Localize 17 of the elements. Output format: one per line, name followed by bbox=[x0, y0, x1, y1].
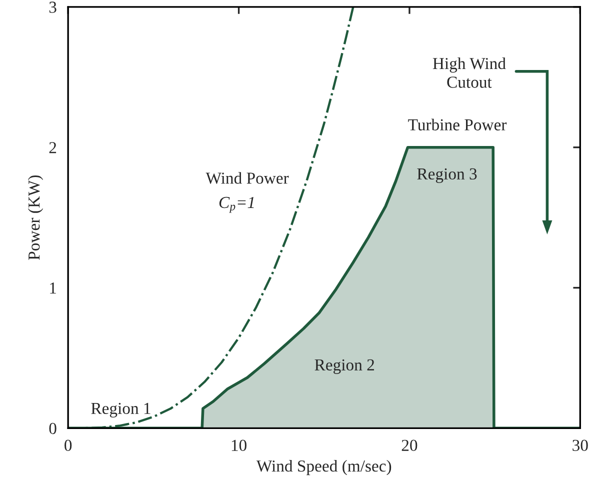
y-tick-label: 2 bbox=[49, 142, 56, 154]
annotation: Region 2 bbox=[314, 359, 374, 374]
y-axis-title: Power (KW) bbox=[28, 175, 44, 260]
x-tick-label: 30 bbox=[572, 440, 588, 452]
annotation: Turbine Power bbox=[408, 118, 507, 130]
annotation: C$_{p}$=1 bbox=[219, 196, 254, 213]
annotation: Wind Power bbox=[206, 172, 289, 184]
annotation: High Wind Cutout bbox=[432, 57, 506, 88]
annotation: Region 3 bbox=[417, 168, 477, 183]
y-tick-label: 3 bbox=[49, 2, 56, 13]
x-tick-label: 10 bbox=[232, 440, 246, 452]
x-axis-title: Wind Speed (m/sec) bbox=[256, 460, 392, 476]
y-tick-label: 0 bbox=[49, 422, 56, 434]
x-tick-label: 0 bbox=[64, 440, 72, 452]
annotation: Region 1 bbox=[91, 402, 150, 418]
x-tick-label: 20 bbox=[402, 440, 418, 452]
y-tick-label: 1 bbox=[50, 282, 56, 294]
